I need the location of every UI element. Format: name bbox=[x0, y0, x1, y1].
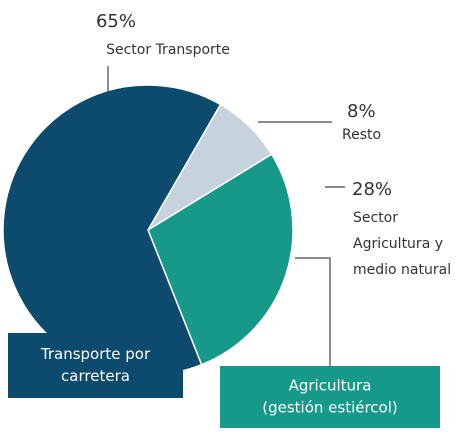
pie-slice bbox=[147, 153, 294, 366]
annotation-text: carretera bbox=[61, 367, 130, 385]
annotation-text: (gestión estiércol) bbox=[262, 399, 398, 417]
value-label: 28% bbox=[352, 179, 392, 200]
slice-label: medio natural bbox=[353, 262, 451, 278]
leader-line bbox=[295, 257, 331, 366]
value-label: 65% bbox=[96, 11, 136, 32]
slice-label: Sector bbox=[353, 210, 398, 226]
annotation-box bbox=[8, 333, 183, 398]
slice-label: Resto bbox=[342, 127, 381, 143]
slice-label: Agricultura y bbox=[353, 236, 443, 252]
annotation-box bbox=[220, 366, 440, 428]
slice-label: Sector Transporte bbox=[106, 42, 230, 58]
value-label: 8% bbox=[347, 101, 376, 122]
annotation-text: Transporte por bbox=[40, 345, 151, 363]
annotation-text: Agricultura bbox=[289, 377, 372, 395]
